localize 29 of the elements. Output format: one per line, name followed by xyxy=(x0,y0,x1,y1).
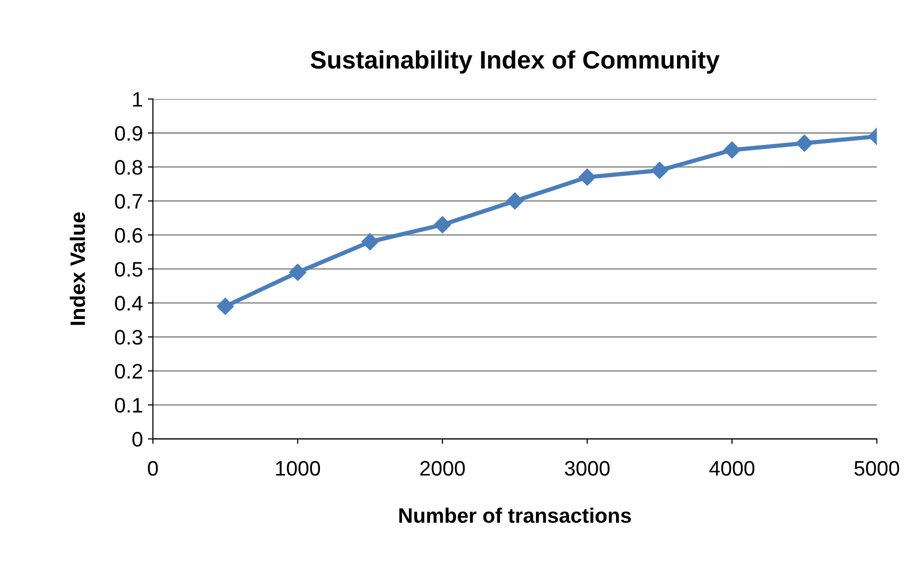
point xyxy=(723,141,741,159)
x-tick-label: 0 xyxy=(148,460,158,476)
point xyxy=(651,162,668,179)
point xyxy=(434,216,451,234)
point xyxy=(362,233,379,250)
y-tick-label: 0.6 xyxy=(115,228,142,243)
y-tick-label: 1 xyxy=(133,92,142,107)
x-tick-label: 3000 xyxy=(564,460,610,476)
x-axis-title: Number of transactions xyxy=(399,508,631,523)
y-tick-label: 0.7 xyxy=(115,194,142,209)
y-tick-label: 0.8 xyxy=(115,160,142,175)
y-tick-label: 0.4 xyxy=(115,296,143,311)
y-tick-label: 0 xyxy=(132,432,142,447)
x-tick-label: 5000 xyxy=(854,460,900,476)
point xyxy=(796,134,813,152)
y-tick-label: 0.1 xyxy=(115,398,142,413)
chart-title: Sustainability Index of Community xyxy=(310,50,720,74)
point xyxy=(578,168,596,186)
x-tick-label: 1000 xyxy=(276,460,320,476)
y-tick-label: 0.3 xyxy=(115,330,142,345)
y-axis-title: Index Value xyxy=(70,212,86,325)
x-tick-label: 4000 xyxy=(709,460,754,476)
y-tick-label: 0.5 xyxy=(115,262,142,277)
y-tick-label: 0.2 xyxy=(115,364,142,379)
point xyxy=(289,264,306,281)
point xyxy=(216,298,234,315)
y-tick-label: 0.9 xyxy=(115,126,142,141)
point xyxy=(506,192,524,210)
x-tick-label: 2000 xyxy=(420,460,465,476)
